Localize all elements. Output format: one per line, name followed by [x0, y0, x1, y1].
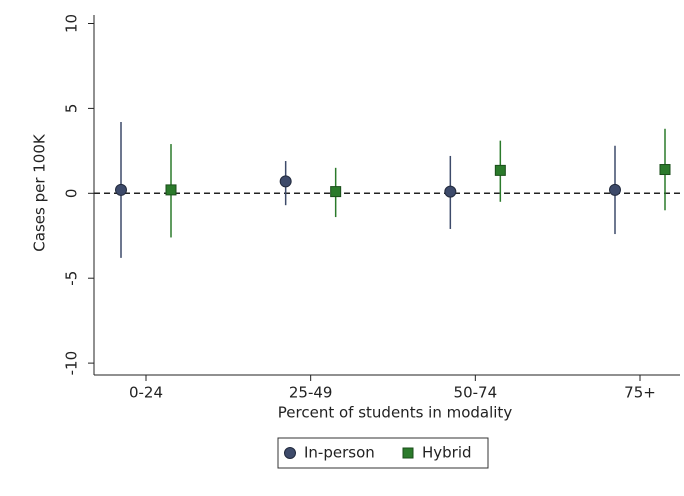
x-tick-label: 75+ — [624, 384, 656, 402]
y-tick-label: -5 — [63, 271, 81, 286]
point — [115, 183, 127, 196]
legend-label: In-person — [304, 444, 375, 462]
legend-marker — [402, 447, 414, 459]
y-axis-label: Cases per 100K — [31, 133, 49, 252]
point — [609, 183, 621, 196]
x-tick-label: 25-49 — [289, 384, 333, 402]
x-tick-label: 50-74 — [454, 384, 498, 402]
y-tick-label: 0 — [63, 189, 81, 199]
legend-box — [277, 437, 489, 469]
legend-marker — [284, 447, 296, 459]
point — [659, 164, 671, 176]
y-tick-label: 5 — [63, 104, 81, 114]
x-tick-label: 0-24 — [129, 384, 163, 402]
point — [330, 186, 342, 198]
x-axis-label: Percent of students in modality — [278, 404, 513, 422]
point — [279, 175, 292, 188]
point — [165, 184, 177, 196]
point — [494, 164, 506, 176]
y-tick-label: 10 — [63, 14, 81, 33]
y-tick-label: -10 — [63, 351, 81, 376]
point — [444, 185, 457, 198]
legend-label: Hybrid — [422, 444, 472, 462]
